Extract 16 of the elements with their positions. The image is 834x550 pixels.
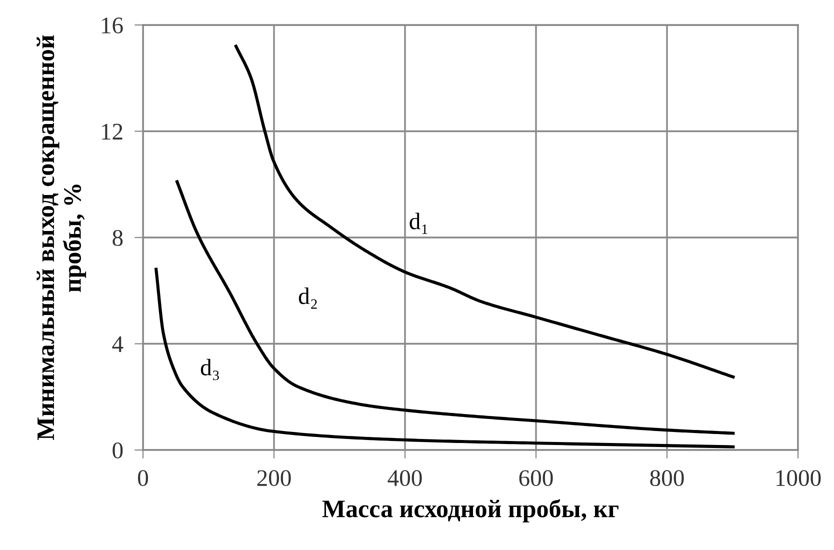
x-tick-label: 800	[650, 470, 684, 486]
x-axis-title: Масса исходной пробы, кг	[322, 499, 618, 522]
x-tick-label: 400	[388, 470, 422, 486]
series-label: d₃	[200, 358, 219, 380]
series-label: d₁	[410, 212, 428, 234]
x-tick-label: 1000	[776, 470, 821, 486]
y-tick-label: 12	[102, 124, 122, 140]
y-axis-title: Минимальный выход сокращенной пробы, %	[36, 35, 86, 440]
x-tick-label: 0	[138, 470, 148, 486]
y-tick-label: 16	[102, 18, 123, 34]
text: d₂	[298, 288, 317, 309]
x-tick-label: 600	[519, 470, 553, 486]
y-tick-label: 4	[112, 336, 124, 352]
x-tick-label: 200	[257, 470, 291, 486]
y-tick-label: 8	[112, 230, 123, 246]
y-tick-label: 0	[112, 442, 123, 458]
